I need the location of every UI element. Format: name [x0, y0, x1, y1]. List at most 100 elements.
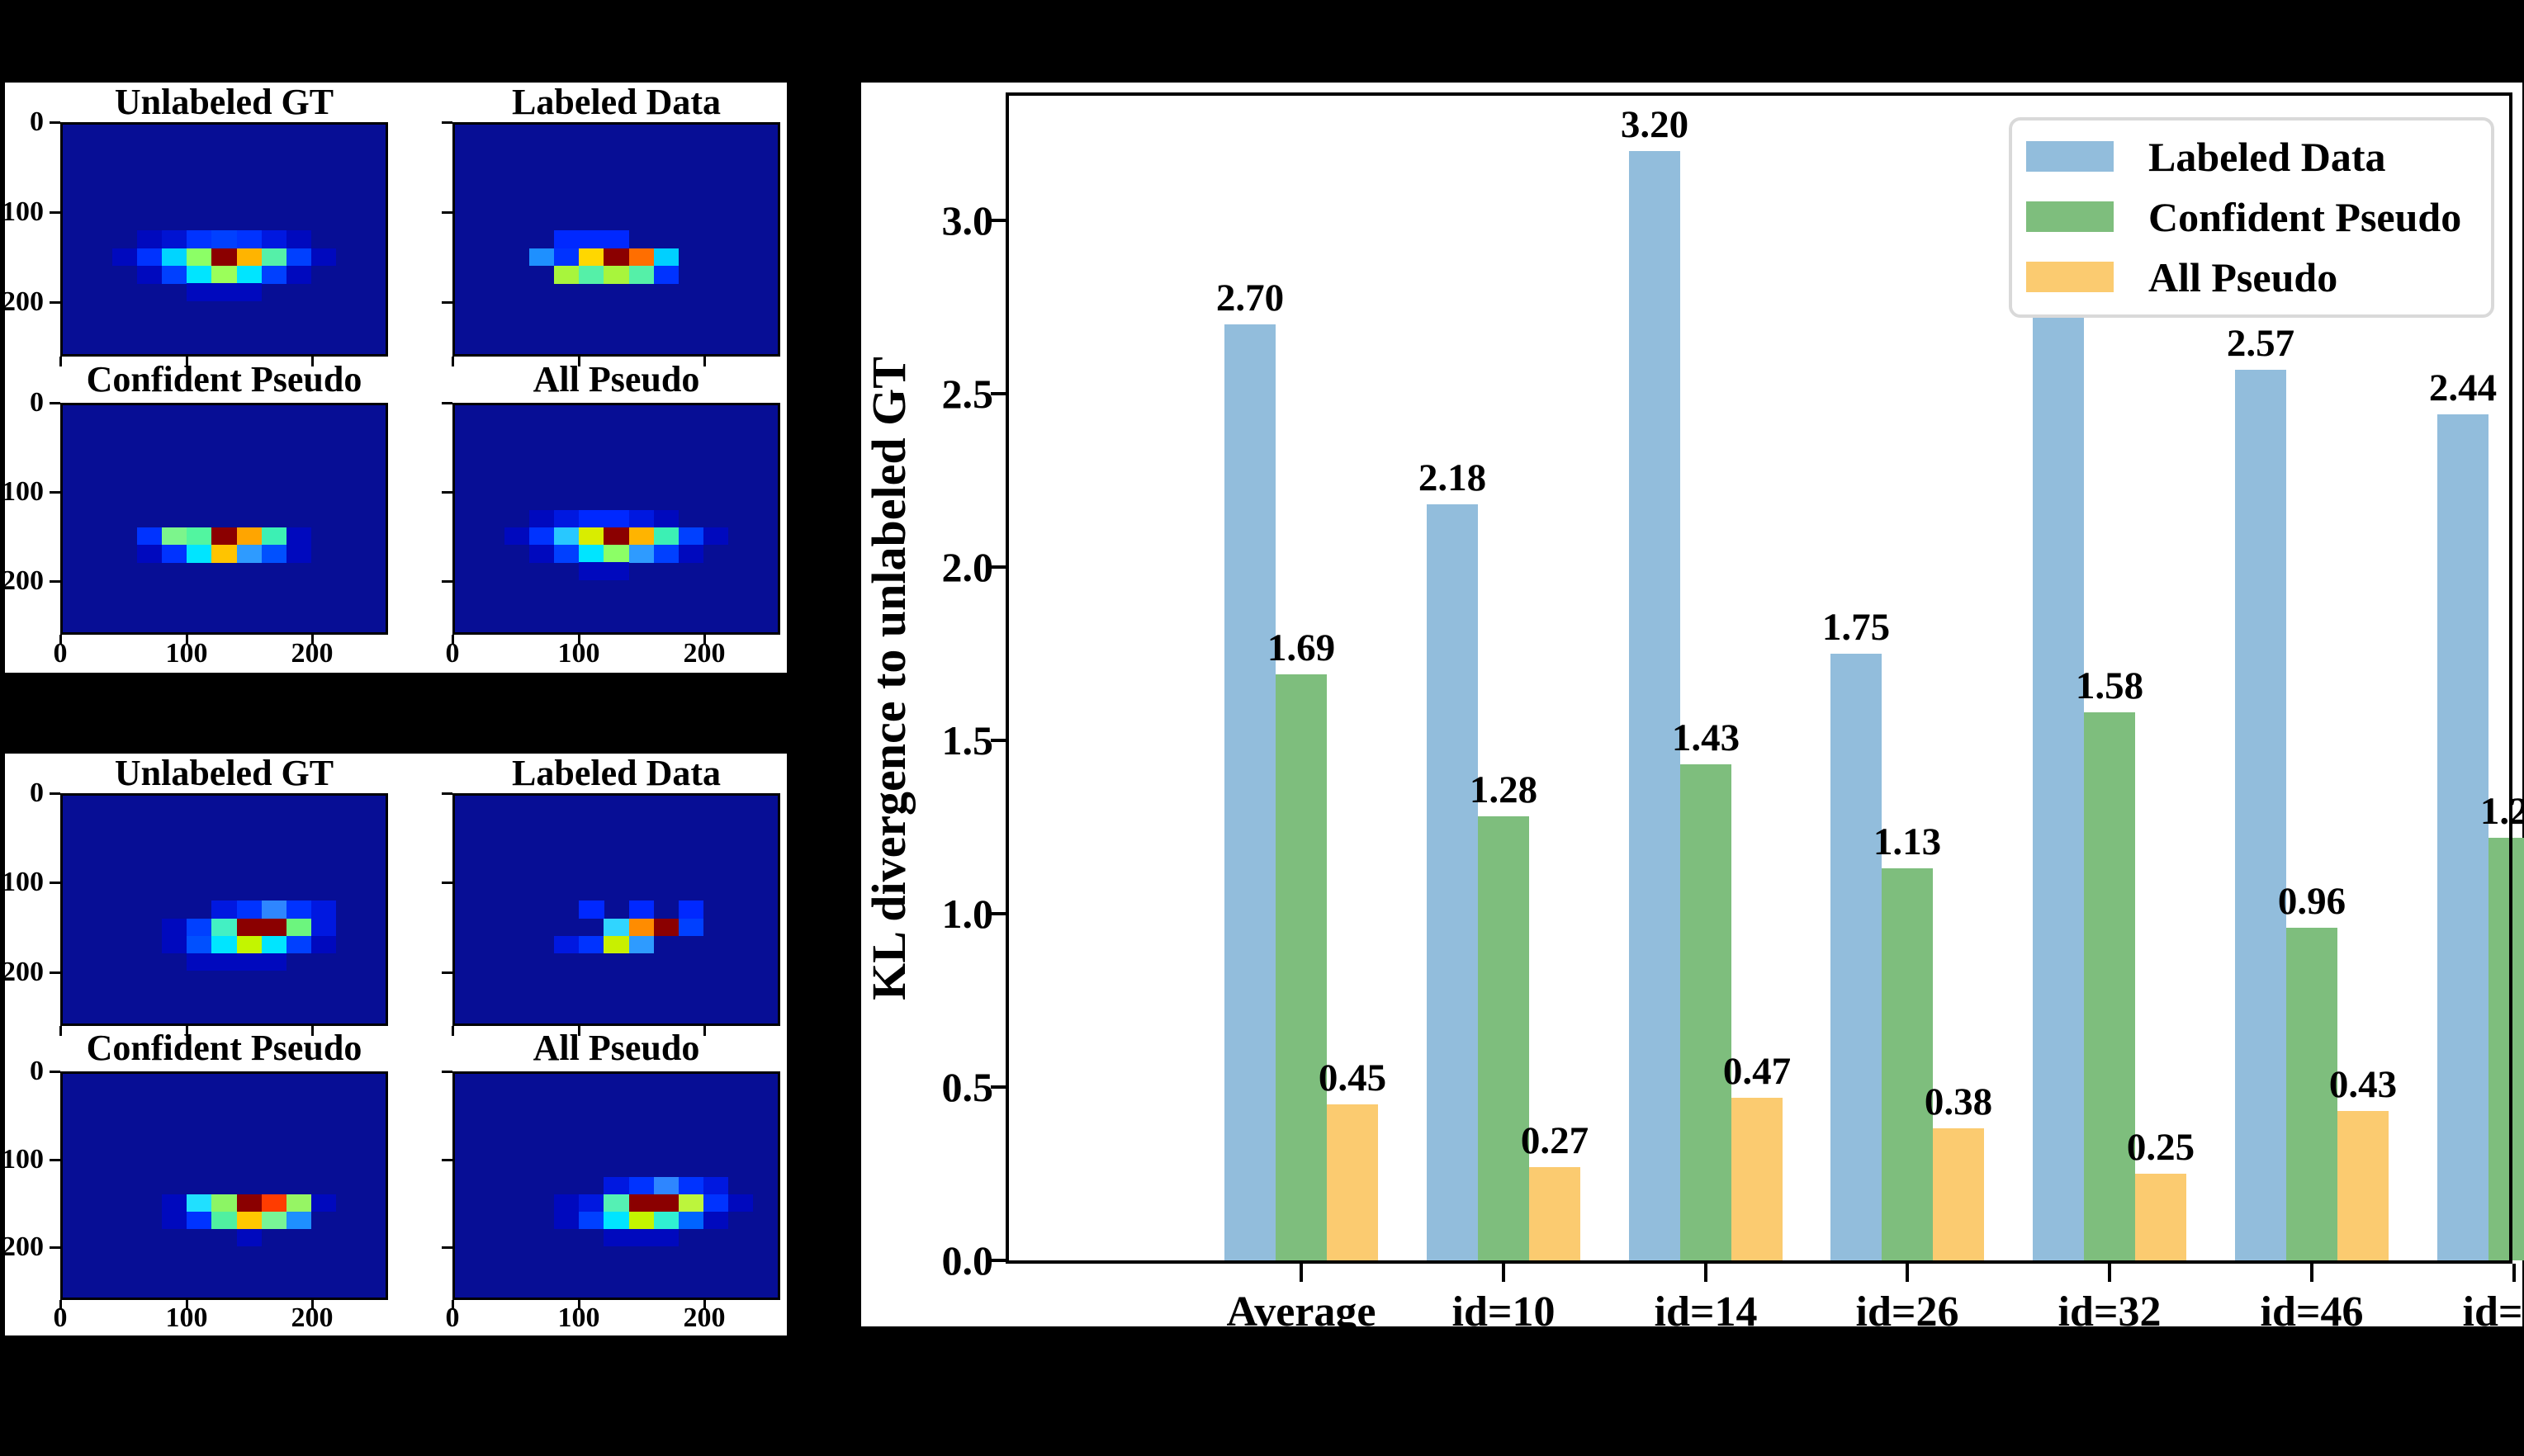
- heatmap-cell: [286, 901, 311, 919]
- heatmap-title-labeled-data: Labeled Data: [512, 753, 721, 793]
- bar-confident-pseudo-id-14: [1680, 764, 1731, 1260]
- heatmap-cell: [286, 545, 311, 563]
- bar-chart-panel: KL divergence to unlabeled GT 0.0 0.5 1.0 1.…: [861, 83, 2524, 1335]
- heatmap-cell: [187, 918, 212, 936]
- x-axis-tick-mark: [452, 635, 454, 645]
- y-axis-tick-label: 0.5: [941, 1064, 994, 1110]
- bar-confident-pseudo-id-32: [2084, 712, 2135, 1260]
- x-axis-tick-mark: [578, 635, 580, 645]
- y-axis-tick-mark: [991, 565, 1009, 569]
- y-axis-tick-mark: [50, 580, 60, 583]
- heatmap-cell: [554, 248, 580, 267]
- y-axis-tick-mark: [50, 792, 60, 795]
- heatmap-cell: [236, 901, 262, 919]
- bar-value-label: 1.22: [2479, 790, 2524, 833]
- heatmap-cell: [628, 1177, 654, 1195]
- x-axis-tick-mark: [311, 1026, 314, 1036]
- x-axis-tick-mark: [186, 1300, 188, 1310]
- heatmap-cell: [236, 1228, 262, 1246]
- y-axis-tick-mark: [442, 1246, 452, 1249]
- heatmap-cell: [653, 1194, 679, 1212]
- heatmap-cell: [628, 509, 654, 528]
- x-axis-tick-mark: [703, 1026, 706, 1036]
- heatmap-cell: [579, 935, 604, 954]
- heatmap-cell: [653, 1177, 679, 1195]
- bar-confident-pseudo-id-26: [1882, 868, 1933, 1260]
- y-axis-tick-label: 100: [2, 867, 44, 897]
- heatmap-cell: [653, 527, 679, 546]
- heatmap-cell: [529, 509, 555, 528]
- heatmap-cell: [653, 1211, 679, 1229]
- bar-all-pseudo-id-32: [2135, 1174, 2186, 1260]
- x-axis-tick-mark: [1704, 1264, 1707, 1282]
- heatmap-cell: [554, 935, 580, 954]
- heatmap-cell: [162, 545, 187, 563]
- y-axis-tick-mark: [442, 1071, 452, 1073]
- x-axis-tick-mark: [578, 1026, 580, 1036]
- heatmap-cell: [310, 918, 337, 936]
- bar-value-label: 0.25: [2126, 1126, 2195, 1169]
- heatmap-cell: [137, 248, 163, 267]
- y-axis-tick-label: 100: [2, 196, 44, 227]
- heatmap-cell: [286, 527, 311, 546]
- x-axis-tick-label: 100: [165, 638, 208, 669]
- x-axis-tick-label: id=46: [2260, 1288, 2364, 1335]
- heatmap-cell: [261, 918, 286, 936]
- heatmap-cell: [604, 1177, 629, 1195]
- heatmap-cell: [604, 918, 629, 936]
- y-axis-tick-label: 2.0: [941, 544, 994, 590]
- y-axis-tick-mark: [442, 792, 452, 795]
- heatmap-cell: [137, 545, 163, 563]
- y-axis-tick-label: 100: [2, 476, 44, 507]
- x-axis-tick-label: 200: [683, 1302, 726, 1333]
- y-axis-tick-mark: [442, 402, 452, 404]
- heatmap-cell: [187, 283, 212, 301]
- heatmap-cell: [604, 1228, 629, 1246]
- y-axis-tick-label: 0: [30, 387, 44, 418]
- bar-value-label: 0.96: [2277, 880, 2346, 923]
- bar-value-label: 0.45: [1318, 1057, 1387, 1099]
- heatmap-cell: [604, 1211, 629, 1229]
- x-axis-tick-mark: [703, 635, 706, 645]
- y-axis-tick-label: 200: [2, 1231, 44, 1262]
- bar-confident-pseudo-Average: [1276, 674, 1327, 1260]
- x-axis-tick-mark: [59, 635, 62, 645]
- y-axis-tick-label: 200: [2, 565, 44, 596]
- heatmap-cell: [211, 901, 237, 919]
- heatmap-cell: [261, 248, 286, 267]
- y-axis-tick-label: 0: [30, 1056, 44, 1086]
- y-axis-tick-mark: [991, 1085, 1009, 1089]
- bar-all-pseudo-Average: [1327, 1104, 1378, 1260]
- heatmap-cell: [137, 266, 163, 284]
- heatmap-cell: [310, 901, 337, 919]
- bar-all-pseudo-id-14: [1731, 1098, 1783, 1260]
- bar-value-label: 0.27: [1520, 1119, 1589, 1162]
- x-axis-tick-label: 100: [557, 638, 600, 669]
- x-axis-tick-label: 0: [53, 1302, 68, 1333]
- legend-color-patch: [2026, 201, 2114, 232]
- heatmap-cell: [261, 1194, 286, 1212]
- heatmap-cell: [211, 918, 237, 936]
- heatmap-cell: [579, 266, 604, 284]
- y-axis-tick-mark: [50, 882, 60, 884]
- x-axis-tick-label: 200: [291, 1302, 334, 1333]
- heatmap-cell: [286, 935, 311, 954]
- y-axis-tick-label: 0: [30, 106, 44, 137]
- heatmap-title-labeled-data: Labeled Data: [512, 82, 721, 122]
- heatmap-cell: [579, 230, 604, 248]
- y-axis-tick-mark: [442, 1159, 452, 1161]
- heatmap-cell: [211, 545, 237, 563]
- bar-value-label: 1.28: [1469, 768, 1538, 811]
- heatmap-cell: [579, 509, 604, 528]
- x-axis-tick-label: 200: [291, 638, 334, 669]
- heatmap-cell: [678, 1211, 703, 1229]
- heatmap-cell: [261, 527, 286, 546]
- heatmap-cell: [554, 1194, 580, 1212]
- x-axis-tick-mark: [452, 1300, 454, 1310]
- x-axis-tick-mark: [2108, 1264, 2111, 1282]
- heatmap-labeled-data: [452, 122, 780, 357]
- bar-value-label: 0.47: [1722, 1050, 1792, 1093]
- heatmap-cell: [529, 545, 555, 563]
- heatmap-cell: [604, 935, 629, 954]
- heatmap-cell: [504, 527, 530, 546]
